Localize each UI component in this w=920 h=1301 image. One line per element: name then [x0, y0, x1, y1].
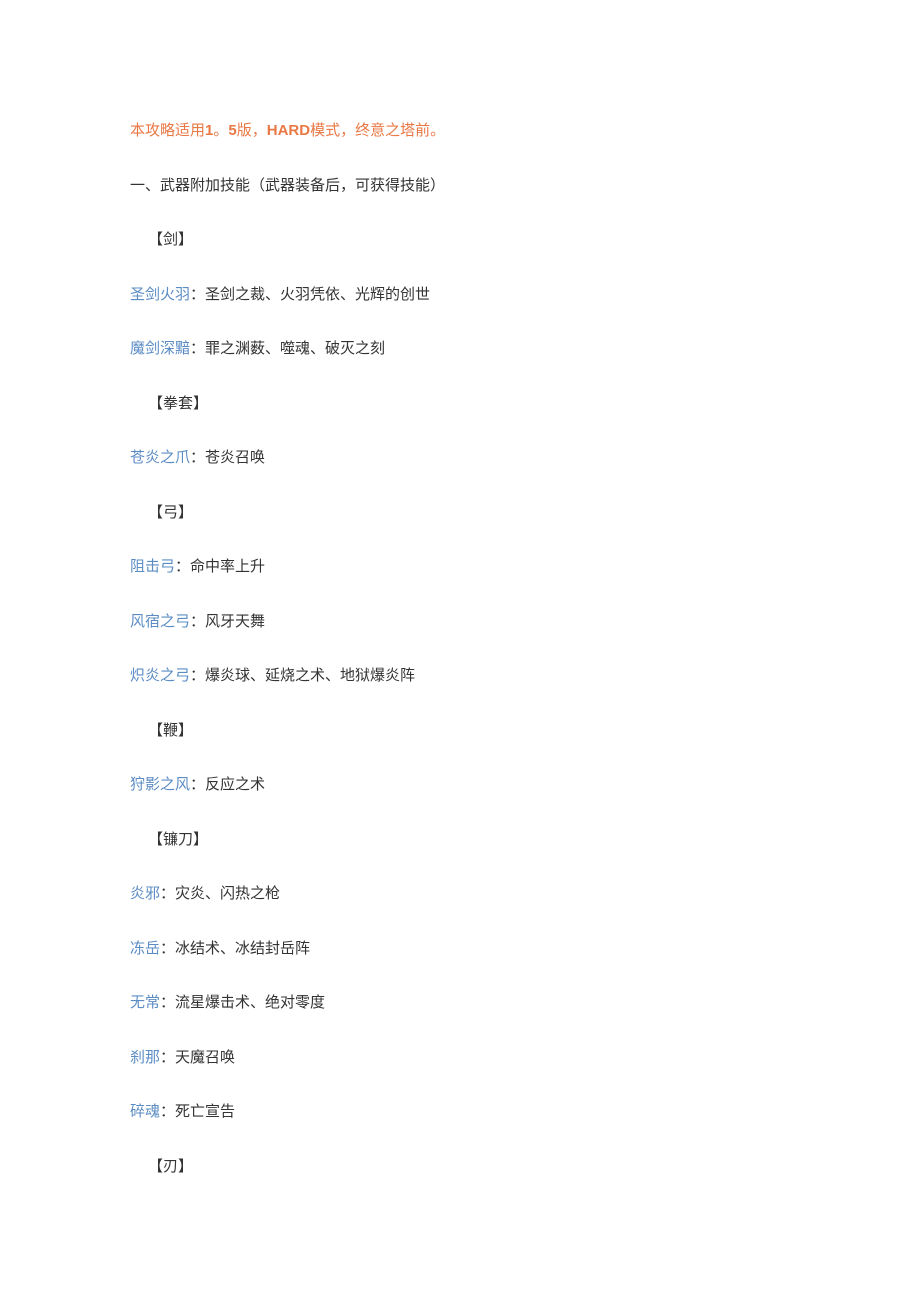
section-title: 一、武器附加技能（武器装备后，可获得技能） — [130, 175, 790, 198]
weapon-name: 魔剑深黯 — [130, 340, 190, 357]
weapon-row: 风宿之弓：风牙天舞 — [130, 611, 790, 634]
weapon-name: 炎邪 — [130, 885, 160, 902]
weapon-skills: ：风牙天舞 — [190, 613, 265, 630]
weapon-row: 炽炎之弓：爆炎球、延烧之术、地狱爆炎阵 — [130, 665, 790, 688]
intro-version-dot: 。 — [213, 122, 228, 139]
category-header: 【镰刀】 — [130, 829, 790, 852]
weapon-row: 炎邪：灾炎、闪热之枪 — [130, 883, 790, 906]
category-header: 【鞭】 — [130, 720, 790, 743]
weapon-name: 风宿之弓 — [130, 613, 190, 630]
weapon-skills: ：爆炎球、延烧之术、地狱爆炎阵 — [190, 667, 415, 684]
intro-version-2: 5 — [228, 122, 236, 139]
weapon-name: 冻岳 — [130, 940, 160, 957]
weapon-skills: ：反应之术 — [190, 776, 265, 793]
weapon-name: 无常 — [130, 994, 160, 1011]
category-header: 【拳套】 — [130, 393, 790, 416]
category-header: 【弓】 — [130, 502, 790, 525]
weapon-skills: ：苍炎召唤 — [190, 449, 265, 466]
weapon-name: 圣剑火羽 — [130, 286, 190, 303]
category-header: 【剑】 — [130, 229, 790, 252]
weapon-skills: ：命中率上升 — [175, 558, 265, 575]
weapon-skills: ：罪之渊薮、噬魂、破灭之刻 — [190, 340, 385, 357]
weapon-name: 刹那 — [130, 1049, 160, 1066]
weapon-row: 狩影之风：反应之术 — [130, 774, 790, 797]
weapon-name: 炽炎之弓 — [130, 667, 190, 684]
weapon-row: 圣剑火羽：圣剑之裁、火羽凭依、光辉的创世 — [130, 284, 790, 307]
weapon-row: 冻岳：冰结术、冰结封岳阵 — [130, 938, 790, 961]
weapon-row: 魔剑深黯：罪之渊薮、噬魂、破灭之刻 — [130, 338, 790, 361]
weapon-skills: ：灾炎、闪热之枪 — [160, 885, 280, 902]
weapon-name: 阻击弓 — [130, 558, 175, 575]
intro-line: 本攻略适用1。5版，HARD模式，终意之塔前。 — [130, 120, 790, 143]
weapon-row: 阻击弓：命中率上升 — [130, 556, 790, 579]
weapon-skills: ：死亡宣告 — [160, 1103, 235, 1120]
category-header: 【刃】 — [130, 1156, 790, 1179]
intro-suffix: 版， — [237, 122, 267, 139]
weapon-name: 狩影之风 — [130, 776, 190, 793]
weapon-row: 刹那：天魔召唤 — [130, 1047, 790, 1070]
weapon-skills: ：天魔召唤 — [160, 1049, 235, 1066]
intro-prefix: 本攻略适用 — [130, 122, 205, 139]
weapon-row: 无常：流星爆击术、绝对零度 — [130, 992, 790, 1015]
intro-end: 模式，终意之塔前。 — [310, 122, 445, 139]
weapon-skills: ：圣剑之裁、火羽凭依、光辉的创世 — [190, 286, 430, 303]
weapon-skills: ：冰结术、冰结封岳阵 — [160, 940, 310, 957]
weapon-skills: ：流星爆击术、绝对零度 — [160, 994, 325, 1011]
weapon-name: 苍炎之爪 — [130, 449, 190, 466]
weapon-row: 苍炎之爪：苍炎召唤 — [130, 447, 790, 470]
weapon-row: 碎魂：死亡宣告 — [130, 1101, 790, 1124]
weapon-name: 碎魂 — [130, 1103, 160, 1120]
intro-hard: HARD — [267, 122, 310, 139]
